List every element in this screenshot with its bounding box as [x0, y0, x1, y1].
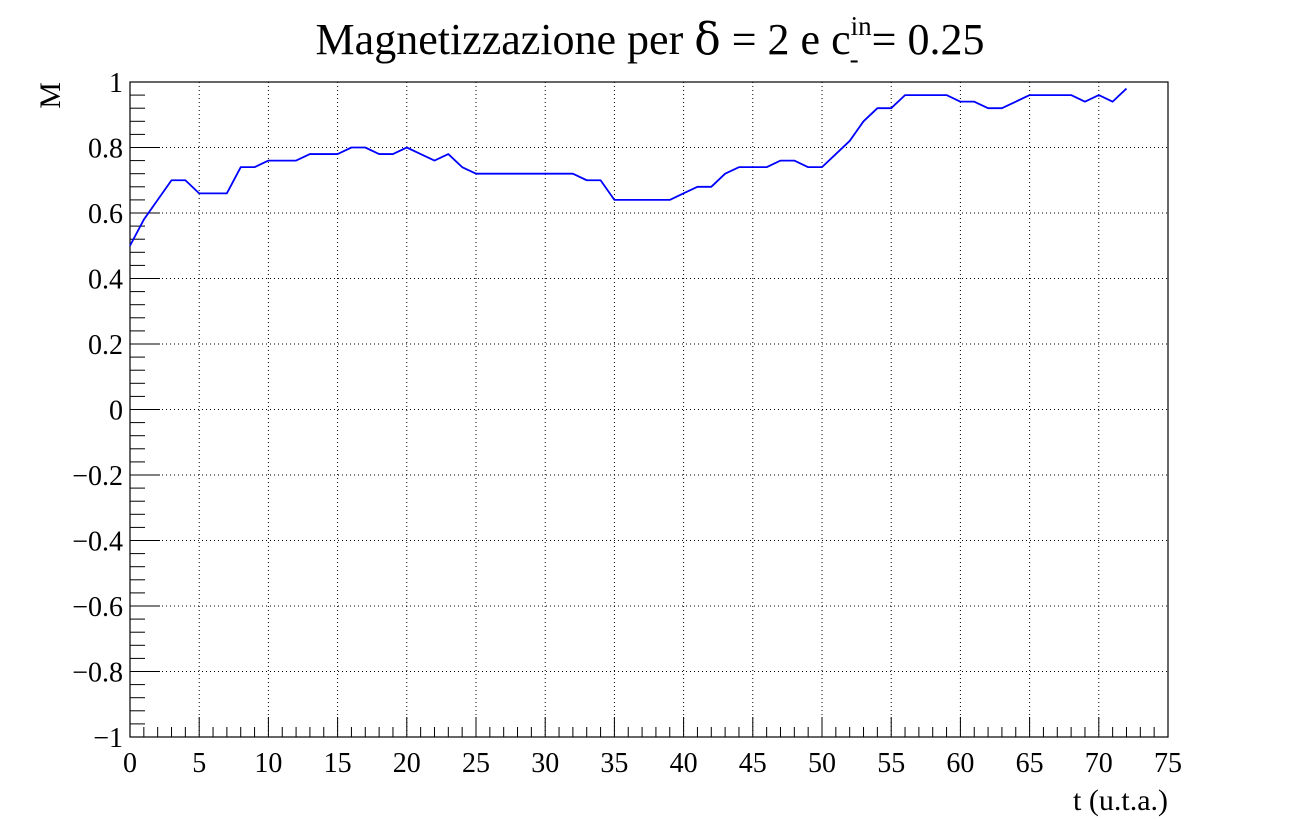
title-prefix: Magnetizzazione per [316, 15, 695, 64]
title-delta: δ [694, 14, 721, 65]
x-tick-label: 35 [600, 748, 628, 779]
series [129, 87, 1128, 247]
y-tick-label: −0.6 [72, 592, 123, 623]
title-suffix: = 0.25 [861, 15, 985, 64]
x-tick-label: 45 [739, 748, 767, 779]
title-superscript: in [851, 11, 873, 41]
x-tick-label: 75 [1154, 748, 1182, 779]
chart-title: Magnetizzazione per δ = 2 e cin - = 0.25 [316, 11, 985, 74]
tick-labels: 0 5 10 15 20 25 30 35 40 45 50 55 60 65 70 75−1−0.8−0.6… [72, 68, 1182, 779]
y-tick-label: −0.8 [72, 658, 123, 689]
x-tick-label: 20 [393, 748, 421, 779]
title-delta-rest: = 2 e c [721, 15, 851, 64]
x-tick-label: 50 [808, 748, 836, 779]
y-axis-title: M [34, 82, 67, 109]
x-tick-label: 65 [1016, 748, 1044, 779]
y-tick-label: 0.2 [88, 330, 123, 361]
y-tick-label: −1 [93, 723, 123, 754]
x-tick-label: 10 [254, 748, 282, 779]
x-tick-label: 55 [877, 748, 905, 779]
y-tick-label: 0.8 [88, 134, 123, 165]
x-tick-label: 60 [946, 748, 974, 779]
y-tick-label: 1 [109, 68, 123, 99]
x-tick-label: 25 [462, 748, 490, 779]
y-tick-label: −0.2 [72, 461, 123, 492]
y-tick-label: 0 [109, 396, 123, 427]
ticks [129, 81, 1169, 738]
x-tick-label: 40 [670, 748, 698, 779]
x-axis-title: t (u.t.a.) [1073, 784, 1168, 817]
title-subscript: - [850, 44, 859, 74]
y-tick-label: 0.6 [88, 199, 123, 230]
x-tick-label: 0 [123, 748, 137, 779]
x-tick-label: 5 [192, 748, 206, 779]
y-tick-label: −0.4 [72, 527, 123, 558]
x-tick-label: 30 [531, 748, 559, 779]
x-tick-label: 15 [324, 748, 352, 779]
y-tick-label: 0.4 [88, 265, 123, 296]
x-tick-label: 70 [1085, 748, 1113, 779]
series-line-0 [129, 87, 1128, 247]
